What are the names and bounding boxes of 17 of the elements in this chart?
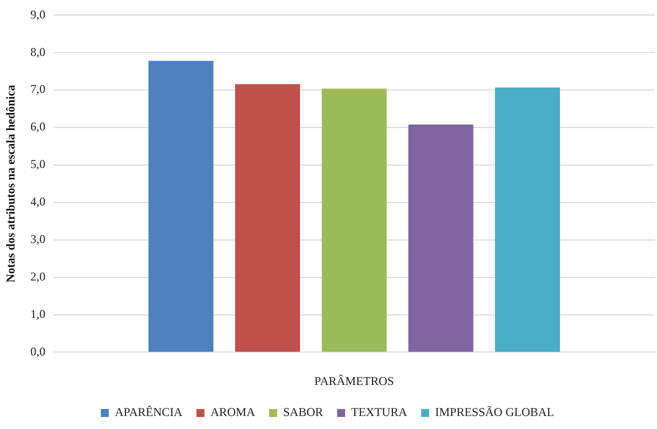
x-axis-title: PARÂMETROS <box>314 374 394 388</box>
y-tick-label: 7,0 <box>30 82 46 96</box>
y-tick-label: 3,0 <box>30 232 46 246</box>
y-axis-title: Notas dos atributos na escala hedônica <box>3 84 18 283</box>
legend-label: IMPRESSÃO GLOBAL <box>435 405 554 420</box>
legend-label: AROMA <box>210 405 256 420</box>
y-tick-label: 1,0 <box>30 306 46 321</box>
y-tick-label: 0,0 <box>30 344 46 358</box>
y-tick-label: 4,0 <box>30 194 46 209</box>
y-tick-label: 6,0 <box>30 120 46 134</box>
y-tick-label: 8,0 <box>30 44 46 59</box>
legend-label: TEXTURA <box>351 405 408 420</box>
y-tick-label: 9,0 <box>30 7 46 22</box>
y-tick-label: 2,0 <box>30 269 46 284</box>
legend-label: SABOR <box>283 405 324 420</box>
legend-label: APARÊNCIA <box>114 405 183 420</box>
y-tick-label: 5,0 <box>30 157 46 172</box>
